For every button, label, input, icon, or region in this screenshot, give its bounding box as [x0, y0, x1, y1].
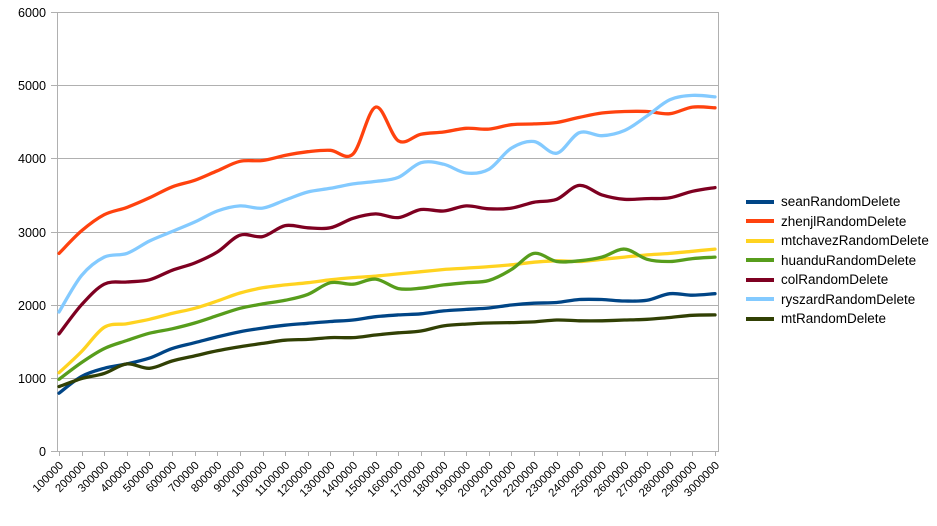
legend-swatch — [746, 316, 774, 321]
legend-label: mtRandomDelete — [781, 311, 887, 326]
legend-swatch — [746, 258, 774, 263]
legend-swatch — [746, 238, 774, 243]
y-axis-label: 6000 — [18, 6, 46, 20]
legend-item: mtchavezRandomDelete — [746, 234, 929, 248]
legend-label: huanduRandomDelete — [781, 252, 917, 268]
series-line-seanRandomDelete — [57, 291, 717, 395]
y-axis-label: 1000 — [18, 372, 46, 386]
legend-label: zhenjlRandomDelete — [781, 213, 907, 229]
series-line-ryszardRandomDelete — [57, 93, 717, 314]
legend-item: zhenjlRandomDelete — [746, 213, 929, 229]
series-line-zhenjlRandomDelete — [57, 105, 717, 256]
legend-label: colRandomDelete — [781, 272, 889, 287]
legend-swatch — [746, 277, 774, 282]
legend-item: colRandomDelete — [746, 273, 929, 287]
y-axis-label: 4000 — [18, 152, 46, 166]
y-axis-label: 3000 — [18, 226, 46, 240]
series-line-mtRandomDelete — [57, 313, 717, 389]
legend-swatch — [746, 219, 774, 224]
legend-item: huanduRandomDelete — [746, 252, 929, 268]
legend-item: mtRandomDelete — [746, 312, 929, 326]
series-line-mtchavezRandomDelete — [57, 247, 717, 375]
series-line-colRandomDelete — [57, 183, 717, 336]
series-line-huanduRandomDelete — [57, 247, 717, 381]
legend-item: ryszardRandomDelete — [746, 291, 929, 307]
plot-border — [57, 12, 719, 452]
legend-swatch — [746, 297, 774, 302]
legend-swatch — [746, 199, 774, 204]
y-axis-label: 2000 — [18, 299, 46, 313]
y-axis-label: 0 — [39, 445, 46, 459]
y-axis-label: 5000 — [18, 79, 46, 93]
chart-legend: seanRandomDelete zhenjlRandomDelete mtch… — [746, 195, 929, 326]
legend-label: mtchavezRandomDelete — [781, 233, 929, 248]
legend-label: seanRandomDelete — [781, 194, 901, 209]
legend-item: seanRandomDelete — [746, 195, 929, 209]
legend-label: ryszardRandomDelete — [781, 291, 916, 307]
